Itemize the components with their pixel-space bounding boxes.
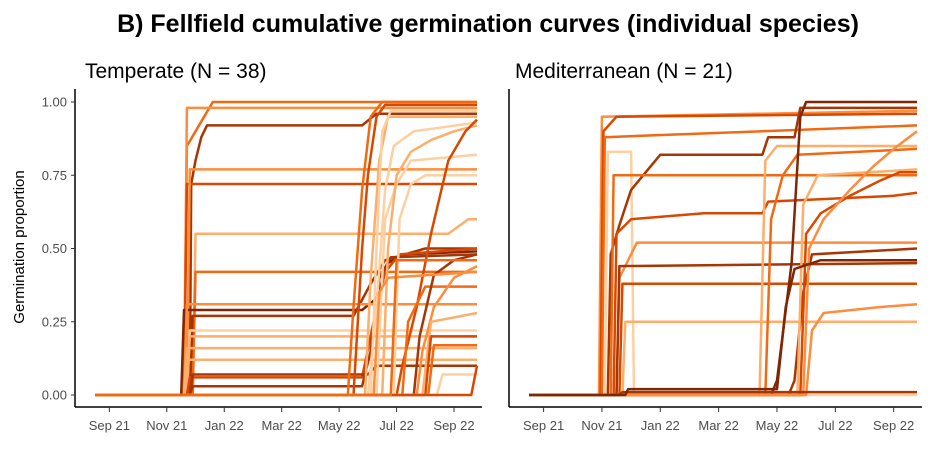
y-tick-label: 0.75 bbox=[42, 168, 67, 183]
x-ticks-temperate: Sep 21 Nov 21 Jan 22 Mar 22 May 22 Jul 22 Sep … bbox=[89, 407, 475, 433]
x-tick-label: Sep 22 bbox=[873, 418, 914, 433]
y-tick-label: 0.00 bbox=[42, 388, 67, 403]
x-tick-label: Sep 22 bbox=[433, 418, 474, 433]
germination-curve bbox=[95, 118, 478, 397]
germination-curve bbox=[529, 130, 918, 397]
x-tick-label: May 22 bbox=[756, 418, 799, 433]
germination-curve bbox=[529, 106, 917, 397]
x-tick-label: Mar 22 bbox=[261, 418, 301, 433]
germination-curve bbox=[95, 124, 478, 397]
panel-title-temperate: Temperate (N = 38) bbox=[85, 60, 267, 83]
germination-curve bbox=[529, 147, 918, 397]
germination-curve bbox=[95, 311, 478, 397]
x-tick-label: Jan 22 bbox=[641, 418, 680, 433]
panel-mediterranean: Mediterranean (N = 21) Sep 21 Nov 21 Jan 2… bbox=[508, 60, 922, 433]
x-tick-label: Nov 21 bbox=[581, 418, 622, 433]
germination-curve bbox=[529, 150, 917, 397]
x-tick-label: Sep 21 bbox=[523, 418, 564, 433]
panel-title-mediterranean: Mediterranean (N = 21) bbox=[515, 60, 733, 83]
y-tick-label: 1.00 bbox=[42, 95, 67, 110]
panel-temperate: Temperate (N = 38) 0.000.250.500.751.00 … bbox=[42, 60, 482, 433]
y-axis-title: Germination proportion bbox=[11, 170, 28, 323]
x-tick-label: Jul 22 bbox=[379, 418, 414, 433]
germination-curve bbox=[95, 168, 477, 397]
germination-curve bbox=[95, 258, 477, 397]
germination-curve bbox=[529, 168, 918, 397]
chart-title: B) Fellfield cumulative germination curv… bbox=[117, 10, 859, 38]
germination-curve bbox=[95, 174, 477, 397]
germination-curve bbox=[529, 191, 918, 397]
x-tick-label: Nov 21 bbox=[146, 418, 187, 433]
x-tick-label: Jan 22 bbox=[205, 418, 244, 433]
germination-curve bbox=[529, 282, 917, 397]
germination-curve bbox=[529, 302, 918, 397]
germination-curve bbox=[529, 258, 917, 397]
x-tick-label: Jul 22 bbox=[818, 418, 853, 433]
germination-curve bbox=[529, 174, 917, 397]
curves-mediterranean bbox=[529, 100, 918, 397]
x-tick-label: May 22 bbox=[318, 418, 361, 433]
germination-curve bbox=[95, 121, 478, 397]
germination-curve bbox=[95, 106, 477, 397]
x-tick-label: Sep 21 bbox=[89, 418, 130, 433]
germination-curve bbox=[529, 320, 917, 397]
y-tick-label: 0.50 bbox=[42, 241, 67, 256]
germination-curve bbox=[529, 144, 917, 397]
x-tick-label: Mar 22 bbox=[698, 418, 738, 433]
x-ticks-mediterranean: Sep 21 Nov 21 Jan 22 Mar 22 May 22 Jul 22 Sep … bbox=[523, 407, 914, 433]
y-ticks-temperate: 0.00 0.25 0.50 0.75 1.00 bbox=[42, 95, 75, 403]
curves-temperate bbox=[95, 100, 479, 397]
y-tick-label: 0.25 bbox=[42, 314, 67, 329]
